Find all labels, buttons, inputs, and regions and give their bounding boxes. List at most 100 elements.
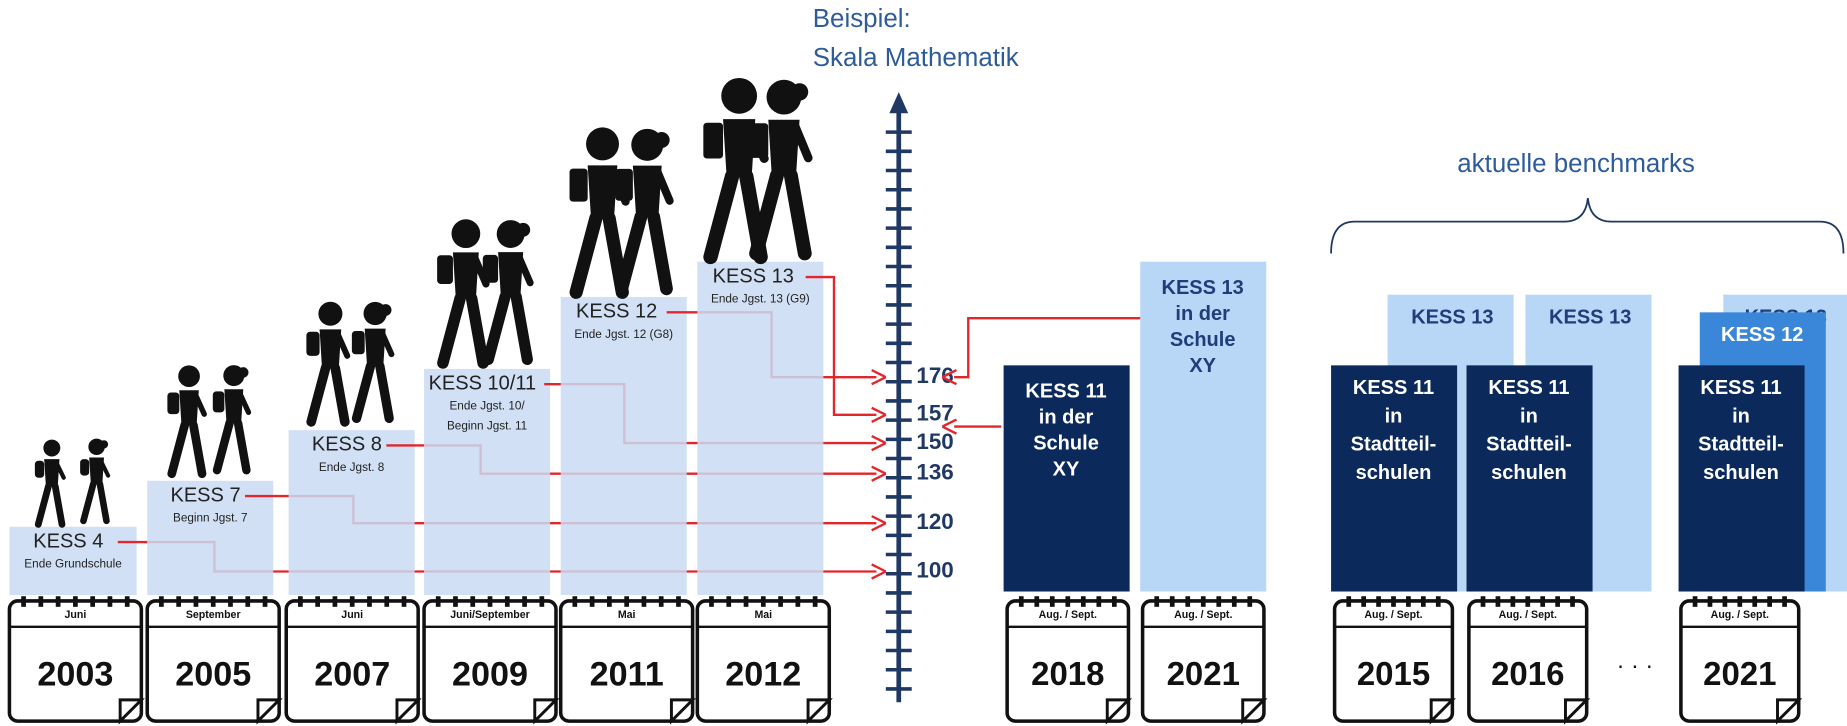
calendar-ring — [210, 596, 216, 607]
benchmark-label: Stadtteil- — [1351, 434, 1437, 456]
person-body — [224, 389, 244, 423]
study-subtitle: Ende Jgst. 12 (G8) — [574, 328, 673, 341]
link-arrowhead — [871, 563, 887, 580]
calendar-ring — [539, 596, 545, 607]
calendar-month: September — [186, 609, 241, 621]
calendar-fold — [1776, 698, 1803, 725]
school-bar — [1003, 365, 1130, 592]
calendar-ring — [1540, 596, 1546, 607]
study-box — [288, 430, 415, 596]
study-box — [697, 261, 824, 596]
person-arm — [54, 461, 66, 480]
calendar-fold — [533, 698, 560, 725]
person-legs — [212, 418, 251, 475]
calendar-ring — [1034, 596, 1040, 607]
person-legs — [306, 363, 350, 427]
calendar-ring — [1346, 596, 1352, 607]
calendar-ring — [778, 596, 783, 607]
person-legs — [437, 292, 489, 369]
person-head — [318, 301, 343, 326]
calendar-ring — [1707, 596, 1713, 607]
calendar-ring — [1692, 596, 1698, 607]
person-backpack — [80, 459, 90, 476]
person-backpack — [437, 255, 453, 284]
link-arrowhead — [871, 406, 887, 423]
scale-value: 136 — [916, 460, 953, 485]
person-legs — [167, 420, 207, 479]
person-head — [178, 365, 200, 388]
person-legs — [482, 291, 533, 366]
calendar-ring — [1231, 596, 1237, 607]
person-body — [179, 390, 199, 425]
calendar-ring — [332, 596, 338, 607]
person-head — [586, 127, 620, 161]
calendar-year: 2007 — [314, 655, 390, 693]
person-hair — [238, 367, 249, 378]
benchmark-label: schulen — [1491, 462, 1567, 484]
link-arrowhead — [871, 465, 887, 482]
benchmark-bar — [1331, 365, 1458, 592]
benchmark-label: KESS 12 — [1721, 324, 1803, 346]
benchmark-label: KESS 11 — [1488, 377, 1569, 399]
person-legs — [749, 168, 812, 261]
benchmark-label: KESS 11 — [1353, 377, 1434, 399]
calendar-ring — [676, 596, 681, 607]
benchmark-label: KESS 13 — [1411, 307, 1493, 329]
calendar-ring — [1247, 596, 1253, 607]
person-backpack — [34, 460, 45, 478]
study-subtitle: Ende Grundschule — [24, 558, 122, 571]
person-arm — [379, 330, 395, 358]
study-subtitle: Ende Jgst. 8 — [319, 461, 385, 474]
link-arrowhead — [871, 515, 887, 532]
calendar-ring — [1376, 596, 1381, 607]
study-subtitle: Beginn Jgst. 11 — [447, 420, 527, 433]
calendar-ring — [262, 596, 268, 607]
person-body — [587, 165, 618, 219]
calendar-year: 2015 — [1357, 655, 1430, 692]
calendar-ring — [1722, 596, 1728, 607]
calendar-ring — [1361, 596, 1367, 607]
calendar-ring — [1049, 596, 1055, 607]
person-legs — [569, 211, 629, 299]
link-arrow — [954, 317, 1141, 379]
person-body — [723, 119, 756, 177]
benchmark-label: schulen — [1703, 462, 1779, 484]
person-hair — [653, 132, 670, 149]
calendar-ring — [1480, 596, 1486, 607]
study-box — [560, 297, 687, 596]
calendar-fold — [1429, 698, 1456, 725]
calendar-fold — [118, 698, 145, 725]
calendar-ring — [1169, 596, 1175, 607]
person-body — [498, 252, 524, 297]
person-backpack — [569, 168, 588, 202]
calendar-ring — [607, 596, 612, 607]
person-hair — [99, 440, 109, 449]
calendar-month: Aug. / Sept. — [1039, 609, 1097, 621]
calendar-ring — [315, 596, 321, 607]
calendar-year: 2003 — [37, 655, 113, 693]
scale-value: 150 — [916, 429, 953, 454]
school-label: in der — [1039, 407, 1094, 429]
scale-title: Beispiel: — [813, 5, 911, 33]
calendar-ring — [522, 596, 527, 607]
person-legs — [34, 482, 66, 528]
calendar-ring — [641, 596, 647, 607]
person-backpack — [482, 254, 499, 283]
school-label: KESS 11 — [1025, 381, 1106, 403]
study-label: KESS 8 — [312, 434, 382, 456]
benchmark-label: schulen — [1356, 462, 1432, 484]
study-box — [424, 368, 551, 596]
calendar-ring — [795, 596, 801, 607]
person-backpack — [306, 331, 320, 356]
calendar-fold — [669, 698, 697, 725]
calendar-ring — [1216, 596, 1222, 607]
calendar-ring — [1555, 596, 1560, 607]
scale-value: 100 — [916, 557, 953, 582]
calendar-ring — [193, 596, 199, 607]
calendar-ring — [470, 596, 476, 607]
calendar-year: 2009 — [452, 655, 528, 693]
person-head — [451, 219, 481, 249]
calendar-year: 2021 — [1167, 655, 1240, 692]
person-body — [452, 252, 479, 299]
person-backpack — [212, 391, 225, 413]
